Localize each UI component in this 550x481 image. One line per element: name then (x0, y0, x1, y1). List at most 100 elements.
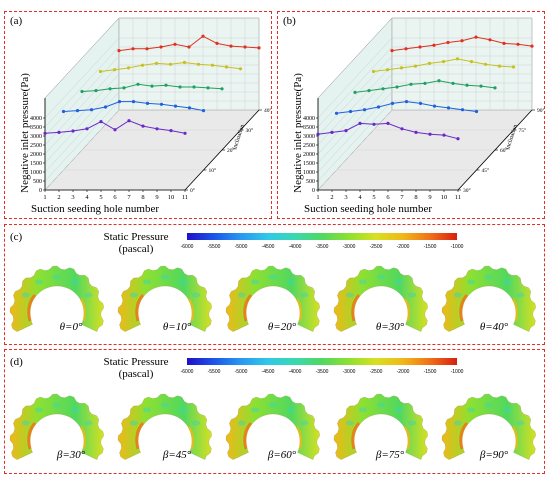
colorbar-tick-label: -3000 (343, 369, 356, 375)
case-label-d-0: β=30° (56, 449, 86, 461)
data-point-b-0-10 (456, 137, 460, 141)
grid-line-y-left (44, 37, 120, 119)
data-point-a-4-10 (257, 46, 261, 50)
hot-edge-left (459, 293, 469, 322)
data-point-a-1-1 (75, 109, 80, 113)
data-point-b-0-9 (442, 133, 446, 137)
data-point-b-2-7 (451, 81, 455, 85)
contour-row-c (9, 265, 536, 332)
grid-line-y-left (44, 82, 120, 164)
colorbar-tick-label: -3000 (343, 244, 356, 250)
cool-patch (467, 279, 475, 285)
data-point-a-2-3 (122, 86, 126, 90)
data-point-a-0-3 (85, 127, 89, 131)
cool-patch (192, 292, 201, 298)
colorbar-tick-label: -1500 (424, 369, 437, 375)
x-tick-label: 2 (57, 194, 60, 201)
case-label-d-1: β=45° (162, 449, 192, 461)
z-tick-label: 45° (482, 167, 490, 174)
panel-a: (a) 1 2 3 4 5 6 7 8 9 10 11 0 500 1000 1500 2000 2500 300… (4, 11, 272, 219)
hot-edge-left (243, 421, 253, 450)
cool-patch (143, 279, 151, 285)
contour-arch-0-2 (225, 265, 320, 332)
data-point-a-4-9 (243, 45, 247, 49)
data-point-b-2-9 (479, 84, 483, 88)
data-point-b-3-1 (385, 68, 390, 72)
x-tick-label: 1 (43, 194, 46, 201)
data-point-b-2-6 (437, 79, 441, 83)
colorbar-tick-label: -4500 (262, 369, 275, 375)
chart-b-xlabel: Suction seeding hole number (304, 203, 433, 215)
data-point-b-4-3 (432, 43, 436, 47)
x-tick-label: 4 (85, 194, 89, 201)
hot-edge-left (135, 421, 145, 450)
data-point-a-3-10 (238, 67, 243, 71)
contour-arch-1-2 (225, 393, 320, 460)
x-tick-label: 6 (386, 194, 390, 201)
cool-patch (53, 274, 61, 280)
data-point-b-3-0 (371, 69, 376, 74)
cool-patch (129, 292, 138, 298)
data-point-b-3-10 (511, 65, 516, 69)
cool-patch (21, 292, 30, 298)
z-tick-label: 0° (190, 187, 195, 194)
data-point-a-0-2 (71, 129, 75, 133)
cool-patch (179, 279, 187, 285)
data-point-b-2-0 (353, 90, 357, 94)
x-tick-label: 3 (71, 194, 74, 201)
data-point-a-1-6 (145, 101, 150, 105)
data-point-b-3-6 (455, 57, 460, 61)
z-tick-label: 40° (264, 107, 271, 114)
grid-line-y-left (317, 91, 393, 173)
data-point-a-1-10 (201, 109, 206, 113)
data-point-b-1-8 (446, 106, 451, 110)
cool-patch (485, 402, 493, 408)
grid-line-y-left (317, 100, 393, 182)
case-label-c-1: θ=10° (162, 321, 192, 333)
cool-patch (377, 274, 385, 280)
data-point-a-4-6 (201, 34, 205, 38)
contour-arch-1-0 (9, 393, 104, 460)
colorbar-tick-label: -4000 (289, 369, 302, 375)
hot-edge-right (187, 426, 195, 450)
z-tick-label: 75° (519, 127, 527, 134)
data-point-a-0-6 (127, 119, 131, 123)
chart-a-xlabel: Suction seeding hole number (31, 203, 160, 215)
colorbar-gradient (187, 233, 457, 240)
cool-patch (269, 402, 277, 408)
z-tick-label: 30° (246, 127, 254, 134)
data-point-b-1-5 (404, 100, 409, 104)
colorbar-d: -6000 -5500 -5000 -4500 -4000 -3500 -3000 -2500… (181, 358, 464, 375)
colorbar-tick-label: -3500 (316, 244, 329, 250)
hot-edge-left (351, 421, 361, 450)
colorbar-tick-label: -2000 (397, 244, 410, 250)
data-point-b-4-5 (460, 39, 464, 43)
cool-patch (192, 420, 201, 426)
y-tick-label: 4000 (30, 116, 42, 122)
data-point-b-2-8 (465, 83, 469, 87)
hot-edge-left (459, 421, 469, 450)
panel-b-label: (b) (283, 15, 296, 27)
y-tick-label: 1000 (30, 170, 42, 176)
chart-b-ylabel: Negative inlet pressure(Pa) (292, 73, 304, 193)
data-point-a-0-5 (113, 128, 117, 132)
data-point-a-4-7 (215, 41, 219, 45)
colorbar-tick-label: -1000 (451, 369, 464, 375)
data-point-a-3-2 (126, 66, 131, 70)
cool-patch (516, 292, 525, 298)
cool-patch (129, 420, 138, 426)
cool-patch (287, 407, 295, 413)
y-tick-label: 0 (39, 188, 42, 194)
x-tick-label: 4 (358, 194, 362, 201)
colorbar-d-title-line1: Static Pressure (103, 356, 169, 368)
y-tick-label: 1500 (30, 161, 42, 167)
panel-b: (b) 1 2 3 4 5 6 7 8 9 10 11 0 500 1000 1500 2000 2500 300… (277, 11, 545, 219)
data-point-b-0-0 (316, 132, 320, 136)
contour-arch-0-1 (117, 265, 212, 332)
cool-patch (503, 407, 511, 413)
data-point-a-1-2 (89, 108, 94, 112)
data-point-a-0-8 (155, 127, 159, 131)
hot-edge-left (243, 293, 253, 322)
data-point-a-4-8 (229, 44, 233, 48)
grid-line-y-left (317, 46, 393, 128)
